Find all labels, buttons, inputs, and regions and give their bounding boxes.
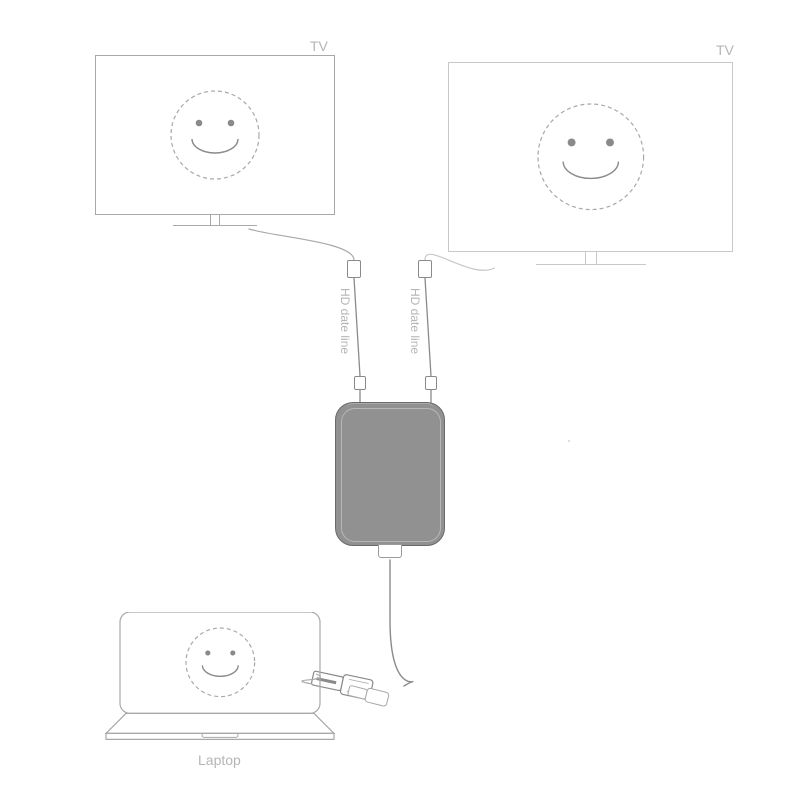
smiley-face-laptop: [182, 624, 259, 701]
laptop-label: Laptop: [198, 752, 241, 768]
artifact-dot: [568, 440, 570, 442]
connection-diagram: TV TV HD date line HD date line: [0, 0, 800, 800]
